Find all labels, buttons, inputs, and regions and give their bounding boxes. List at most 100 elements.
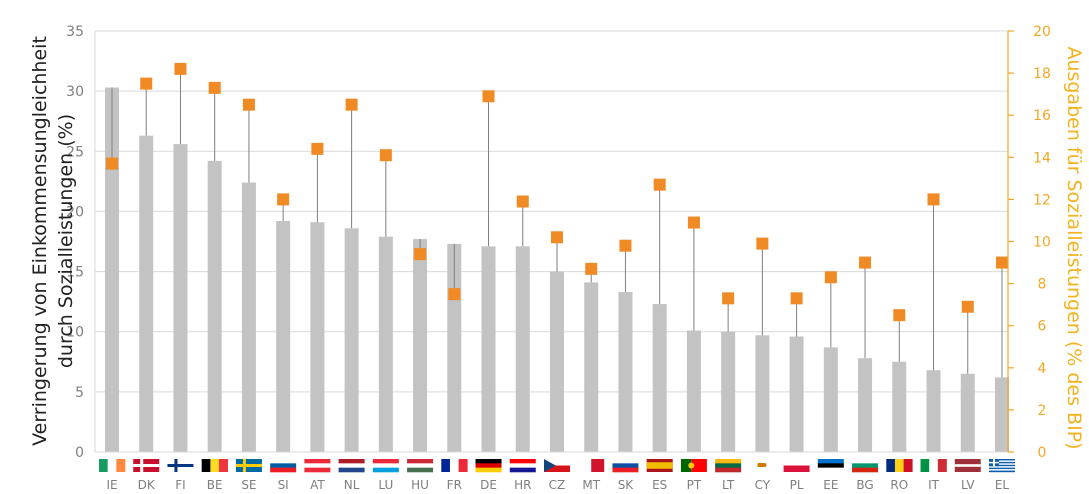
flag-cz-icon <box>543 459 570 472</box>
marker-dk <box>140 77 153 90</box>
flag-cy-icon <box>749 459 776 472</box>
flag-dk-icon <box>133 459 160 472</box>
flag-at-icon <box>304 459 331 473</box>
flag-ro-icon <box>886 459 913 472</box>
x-tick-label: ES <box>652 478 667 492</box>
x-tick-label: EL <box>995 478 1010 492</box>
x-tick-label: LV <box>961 478 975 492</box>
bar-dk <box>139 135 154 453</box>
marker-be <box>208 81 221 94</box>
x-tick-label: MT <box>582 478 600 492</box>
x-tick-label: IE <box>106 478 117 492</box>
x-tick-label: NL <box>344 478 360 492</box>
x-tick-label: LU <box>378 478 393 492</box>
flag-fi-icon <box>167 459 194 472</box>
marker-de <box>482 90 495 103</box>
bar-de <box>481 246 496 452</box>
x-tick-label: RO <box>890 478 908 492</box>
x-tick-label: FR <box>447 478 462 492</box>
marker-ie <box>106 157 118 170</box>
flag-icons <box>99 459 1015 473</box>
flag-be-icon <box>201 459 228 472</box>
bar-hu <box>413 239 428 452</box>
bar-lt <box>721 331 736 452</box>
bar-bg <box>858 358 873 452</box>
x-tick-label: SK <box>618 478 635 492</box>
y2-tick-label: 4 <box>1038 361 1047 377</box>
flag-hr-icon <box>509 459 536 473</box>
bar-cy <box>755 335 770 452</box>
flag-sk-icon <box>612 459 639 473</box>
marker-cz <box>550 231 563 244</box>
flag-lt-icon <box>715 459 742 473</box>
marker-pl <box>790 292 803 305</box>
marker-lt <box>722 292 735 305</box>
bar-hr <box>515 246 530 452</box>
x-tick-label: BE <box>207 478 223 492</box>
flag-el-icon <box>988 459 1015 473</box>
marker-hu <box>414 248 427 261</box>
x-tick-label: CZ <box>549 478 566 492</box>
y-axis-title-line-1: Verringerung von Einkommensungleichheit <box>29 36 51 446</box>
bar-ee <box>823 347 838 452</box>
y-tick-label: 30 <box>66 84 84 100</box>
marker-series <box>106 62 1008 322</box>
y-axis-title-line-2: durch Sozialleistungen (%) <box>55 114 77 368</box>
category-labels: IE DK FI BE SE SI AT NL LU HU FR DE HR CZ MT SK ES PT LT CY… <box>106 478 1009 492</box>
bar-si <box>276 221 291 452</box>
marker-es <box>653 178 666 191</box>
bar-fi <box>173 144 188 452</box>
marker-cy <box>756 237 769 250</box>
bar-nl <box>344 228 359 452</box>
marker-fr <box>448 288 461 301</box>
marker-sk <box>619 239 632 252</box>
flag-it-icon <box>920 459 947 472</box>
bar-pl <box>789 336 804 452</box>
bar-lu <box>378 236 393 452</box>
flag-si-icon <box>270 459 297 473</box>
y-tick-label: 35 <box>66 24 84 40</box>
x-tick-label: BG <box>856 478 873 492</box>
flag-lu-icon <box>372 459 399 473</box>
bar-sk <box>618 292 633 452</box>
flag-pl-icon <box>783 459 810 472</box>
x-tick-label: PL <box>790 478 804 492</box>
y2-tick-label: 20 <box>1033 24 1051 40</box>
marker-lu <box>379 149 392 162</box>
bar-es <box>652 304 667 452</box>
bar-cz <box>549 271 564 452</box>
flag-ee-icon <box>817 459 844 473</box>
flag-de-icon <box>475 459 502 473</box>
marker-fi <box>174 62 187 75</box>
marker-mt <box>585 262 598 275</box>
flag-nl-icon <box>338 459 365 473</box>
x-tick-label: FI <box>175 478 185 492</box>
marker-nl <box>345 98 358 111</box>
marker-bg <box>859 256 872 269</box>
x-tick-label: HR <box>514 478 531 492</box>
x-tick-label: DK <box>138 478 156 492</box>
bar-ro <box>892 361 907 452</box>
flag-fr-icon <box>441 459 468 472</box>
y-tick-label: 5 <box>75 385 84 401</box>
y2-tick-label: 12 <box>1033 192 1051 208</box>
x-tick-label: AT <box>310 478 325 492</box>
y-tick-label: 0 <box>75 445 84 461</box>
marker-si <box>277 193 290 206</box>
bar-se <box>241 182 256 452</box>
flag-hu-icon <box>407 459 434 473</box>
axes: 0 5 10 15 20 25 30 35 0 2 4 6 8 10 12 14 16 18 20 <box>66 24 1051 461</box>
bar-at <box>310 222 325 452</box>
y2-tick-label: 18 <box>1033 66 1051 82</box>
y2-tick-label: 16 <box>1033 108 1051 124</box>
y2-tick-label: 8 <box>1038 277 1047 293</box>
y2-tick-label: 6 <box>1038 319 1047 335</box>
marker-pt <box>687 216 700 229</box>
marker-ro <box>893 309 906 322</box>
y2-axis-title: Ausgaben für Sozialleistungen (% des BIP… <box>1063 46 1085 449</box>
x-tick-label: CY <box>755 478 771 492</box>
flag-bg-icon <box>852 459 879 473</box>
marker-hr <box>516 195 529 208</box>
bar-be <box>207 160 222 452</box>
